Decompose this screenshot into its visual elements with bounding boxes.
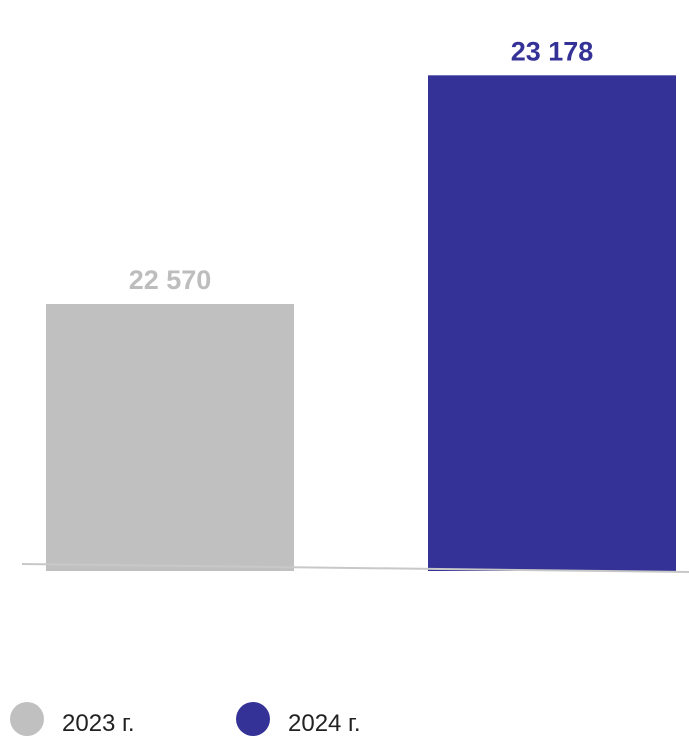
x-axis-baseline bbox=[21, 563, 689, 573]
legend-label-2024: 2024 г. bbox=[288, 710, 361, 737]
legend-swatch-2024 bbox=[236, 702, 270, 736]
bar-chart: 22 570 23 178 bbox=[21, 36, 689, 573]
bars-group bbox=[46, 75, 676, 572]
bar-0 bbox=[46, 303, 294, 571]
legend-item-2024: 2024 г. bbox=[236, 700, 361, 738]
legend-label-2023: 2023 г. bbox=[62, 710, 135, 737]
bar-1 bbox=[428, 75, 676, 572]
legend-item-2023: 2023 г. bbox=[10, 700, 135, 738]
data-label-1: 23 178 bbox=[511, 36, 594, 66]
data-label-0: 22 570 bbox=[129, 265, 212, 295]
data-labels-group: 22 570 23 178 bbox=[129, 36, 594, 295]
legend-swatch-2023 bbox=[10, 702, 44, 736]
